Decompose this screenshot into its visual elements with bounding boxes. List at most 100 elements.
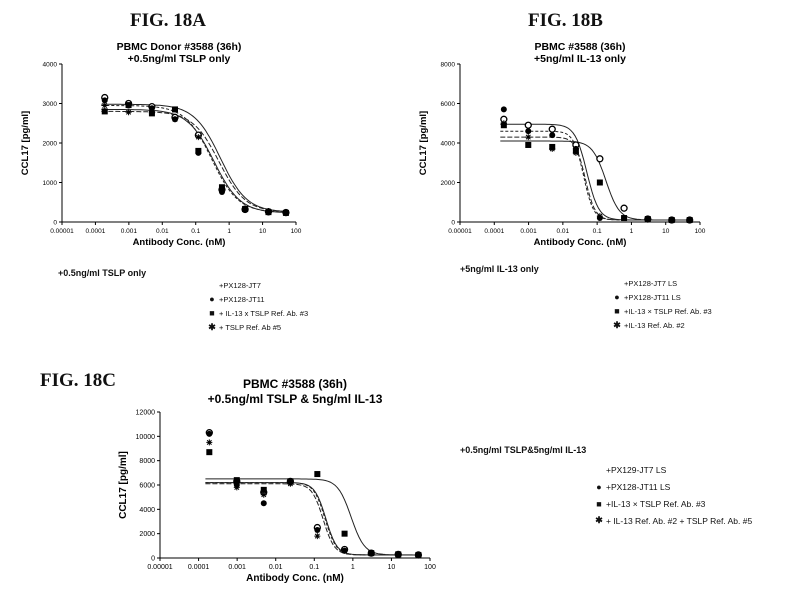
x-tick-label: 0.00001: [147, 564, 172, 571]
data-point: [525, 141, 532, 148]
chart-fig-18c: PBMC #3588 (36h)+0.5ng/ml TSLP & 5ng/ml …: [118, 377, 436, 584]
y-tick-label: 0: [151, 556, 155, 563]
y-tick-label: 2000: [43, 141, 58, 148]
legend-label: +PX128-JT11 LS: [606, 481, 671, 492]
data-point: [314, 527, 321, 534]
fit-curve: [205, 483, 422, 556]
x-tick-label: 0.01: [557, 228, 570, 235]
y-tick-label: 6000: [441, 101, 456, 108]
x-tick-label: 0.1: [309, 564, 319, 571]
legend-label: +IL-13 × TSLP Ref. Ab. #3: [606, 498, 706, 509]
y-tick-label: 8000: [441, 62, 456, 69]
legend-b: +PX128-JT7 LS ● +PX128-JT11 LS ■ +IL-13 × …: [610, 276, 712, 332]
legend-item: +PX129-JT7 LS: [592, 461, 752, 478]
legend-marker: ■: [209, 308, 215, 318]
x-tick-label: 0.00001: [448, 228, 472, 235]
y-tick-label: 10000: [136, 434, 156, 441]
data-point: [260, 486, 267, 493]
legend-label: +IL-13 Ref. Ab. #2: [624, 320, 685, 330]
y-tick-label: 12000: [136, 410, 156, 417]
data-point: [314, 533, 321, 540]
legend-label: + TSLP Ref. Ab #5: [219, 322, 282, 332]
legend-item: ■ +IL-13 × TSLP Ref. Ab. #3: [610, 304, 711, 318]
y-tick-label: 0: [451, 220, 455, 227]
data-point: [171, 106, 178, 113]
x-tick-label: 0.01: [269, 564, 283, 571]
data-point: [341, 530, 348, 537]
data-point: [171, 116, 178, 123]
legend-label: +PX128-JT7: [219, 280, 261, 290]
x-tick-label: 0.1: [593, 228, 602, 235]
legend-a: +PX128-JT7 ● +PX128-JT11 ■ + IL-13 x TSLP …: [205, 278, 308, 334]
fit-curve: [205, 482, 422, 556]
fit-curve: [205, 482, 422, 556]
fit-curve: [101, 105, 289, 213]
fig-18a-label: FIG. 18A: [130, 10, 206, 31]
legend-label: + IL-13 Ref. Ab. #2 + TSLP Ref. Ab. #5: [606, 515, 753, 526]
x-tick-label: 0.0001: [85, 228, 105, 235]
data-point: [242, 205, 249, 212]
data-point: [668, 217, 675, 224]
condition-note-a: +0.5ng/ml TSLP only: [58, 268, 147, 278]
data-point: [548, 125, 556, 133]
legend-marker: ✱: [613, 319, 621, 330]
data-point: [287, 480, 294, 487]
data-point: [415, 551, 422, 558]
data-point: [686, 217, 693, 224]
x-axis-label: Antibody Conc. (nM): [133, 237, 226, 248]
data-point: [314, 471, 321, 478]
y-tick-label: 6000: [139, 483, 155, 490]
fit-curve: [101, 110, 289, 213]
legend-label: +PX129-JT7 LS: [606, 464, 667, 475]
x-axis-label: Antibody Conc. (nM): [246, 573, 344, 584]
y-axis-label: CCL17 [pg/ml]: [118, 451, 129, 519]
data-point: [596, 179, 603, 186]
x-tick-label: 0.01: [156, 228, 169, 235]
data-point: [148, 109, 155, 116]
y-axis-label: CCL17 [pg/ml]: [418, 111, 429, 175]
legend-item: ● +PX128-JT11 LS: [592, 478, 752, 495]
chart-subtitle: +5ng/ml IL-13 only: [534, 53, 626, 65]
chart-fig-18b: PBMC #3588 (36h)+5ng/ml IL-13 only 0 2000 4…: [418, 41, 706, 248]
data-point: [218, 188, 225, 195]
x-tick-label: 10: [259, 228, 267, 235]
fit-curve: [500, 140, 693, 221]
x-tick-label: 100: [695, 228, 706, 235]
data-point: [260, 491, 267, 498]
y-tick-label: 0: [53, 220, 57, 227]
y-tick-label: 2000: [139, 531, 155, 538]
data-point: [206, 439, 213, 446]
data-point: [549, 132, 556, 139]
legend-item: ■ +IL-13 × TSLP Ref. Ab. #3: [592, 495, 752, 512]
legend-marker: ●: [596, 481, 602, 492]
legend-item: ● +PX128-JT11 LS: [610, 290, 712, 304]
data-point: [101, 108, 108, 115]
y-tick-label: 8000: [139, 458, 155, 465]
x-tick-label: 10: [662, 228, 670, 235]
legend-item: +PX128-JT7 LS: [610, 276, 712, 290]
chart-title: PBMC #3588 (36h): [534, 41, 625, 53]
legend-label: +PX128-JT11 LS: [624, 292, 681, 302]
x-tick-label: 0.0001: [188, 564, 210, 571]
chart-subtitle: +0.5ng/ml TSLP only: [128, 53, 231, 65]
condition-note-c: +0.5ng/ml TSLP&5ng/ml IL-13: [460, 445, 587, 455]
x-tick-label: 1: [351, 564, 355, 571]
chart-title: PBMC Donor #3588 (36h): [117, 41, 242, 53]
legend-marker: ✱: [208, 321, 216, 332]
x-tick-label: 0.0001: [484, 228, 504, 235]
legend-c: +PX129-JT7 LS ● +PX128-JT11 LS ■ +IL-13 × …: [592, 461, 752, 529]
data-point: [265, 207, 272, 214]
data-point: [395, 551, 402, 558]
data-point: [644, 216, 651, 223]
data-point: [341, 547, 348, 554]
data-point: [620, 204, 628, 212]
legend-item: ✱ + IL-13 Ref. Ab. #2 + TSLP Ref. Ab. #5: [592, 512, 752, 529]
y-tick-label: 4000: [139, 507, 155, 514]
x-tick-label: 100: [291, 228, 302, 235]
chart-title: PBMC #3588 (36h): [243, 377, 347, 391]
y-tick-label: 4000: [441, 141, 456, 148]
legend-item: +PX128-JT7: [205, 278, 308, 292]
data-point: [596, 155, 604, 163]
fig-18c-label: FIG. 18C: [40, 370, 116, 391]
data-point: [195, 134, 202, 141]
